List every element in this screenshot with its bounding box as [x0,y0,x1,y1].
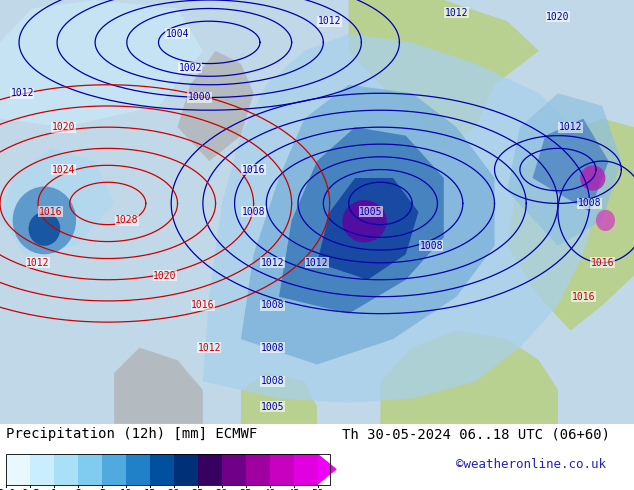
Text: Precipitation (12h) [mm] ECMWF: Precipitation (12h) [mm] ECMWF [6,427,257,441]
Text: 1016: 1016 [571,292,595,302]
Bar [222,454,246,485]
Text: 1008: 1008 [261,300,285,310]
Text: 1005: 1005 [261,402,285,412]
Polygon shape [0,148,114,254]
Text: 1012: 1012 [197,343,221,353]
Text: 1002: 1002 [178,63,202,73]
Text: 1000: 1000 [188,93,212,102]
Ellipse shape [29,212,60,246]
Bar [270,454,294,485]
Text: 1024: 1024 [51,165,75,174]
Polygon shape [533,119,609,212]
Bar [150,454,174,485]
Text: 1016: 1016 [242,165,266,174]
Polygon shape [241,85,495,365]
Polygon shape [0,0,203,127]
Text: 1016: 1016 [590,258,614,268]
Bar [30,454,55,485]
Bar [294,454,318,485]
Text: 1008: 1008 [242,207,266,217]
Text: 1012: 1012 [261,258,285,268]
Polygon shape [507,93,621,246]
Text: 1012: 1012 [318,16,342,26]
Ellipse shape [580,165,605,191]
Bar [126,454,150,485]
Text: 1012: 1012 [444,8,469,18]
Text: 1020: 1020 [546,12,570,22]
Text: 1020: 1020 [51,122,75,132]
Polygon shape [203,34,602,403]
Polygon shape [241,373,317,424]
Polygon shape [279,127,444,314]
Text: 1012: 1012 [26,258,50,268]
Text: 1012: 1012 [10,88,34,98]
Text: 1004: 1004 [165,29,190,39]
Bar [102,454,126,485]
Text: 1028: 1028 [115,216,139,225]
Text: 1008: 1008 [419,241,443,251]
Text: 1016: 1016 [191,300,215,310]
Text: 1008: 1008 [578,198,602,208]
Text: ©weatheronline.co.uk: ©weatheronline.co.uk [456,458,607,471]
Bar [6,454,330,485]
Text: 1005: 1005 [359,207,383,217]
Text: 1012: 1012 [305,258,329,268]
Ellipse shape [342,200,387,243]
Text: Th 30-05-2024 06..18 UTC (06+60): Th 30-05-2024 06..18 UTC (06+60) [342,427,611,441]
Text: 1012: 1012 [559,122,583,132]
Text: 1016: 1016 [39,207,63,217]
Text: 1008: 1008 [261,376,285,387]
Bar [246,454,270,485]
Bar [198,454,222,485]
Ellipse shape [13,187,76,254]
Polygon shape [349,0,539,148]
Text: 1020: 1020 [153,270,177,280]
Ellipse shape [596,210,615,231]
Polygon shape [114,347,203,424]
Bar [78,454,102,485]
Polygon shape [507,119,634,331]
Bar [174,454,198,485]
Polygon shape [318,454,337,485]
Polygon shape [380,331,558,424]
Polygon shape [317,178,418,280]
Text: 1008: 1008 [261,343,285,353]
Bar [55,454,78,485]
Bar [6,454,30,485]
Polygon shape [178,51,254,161]
